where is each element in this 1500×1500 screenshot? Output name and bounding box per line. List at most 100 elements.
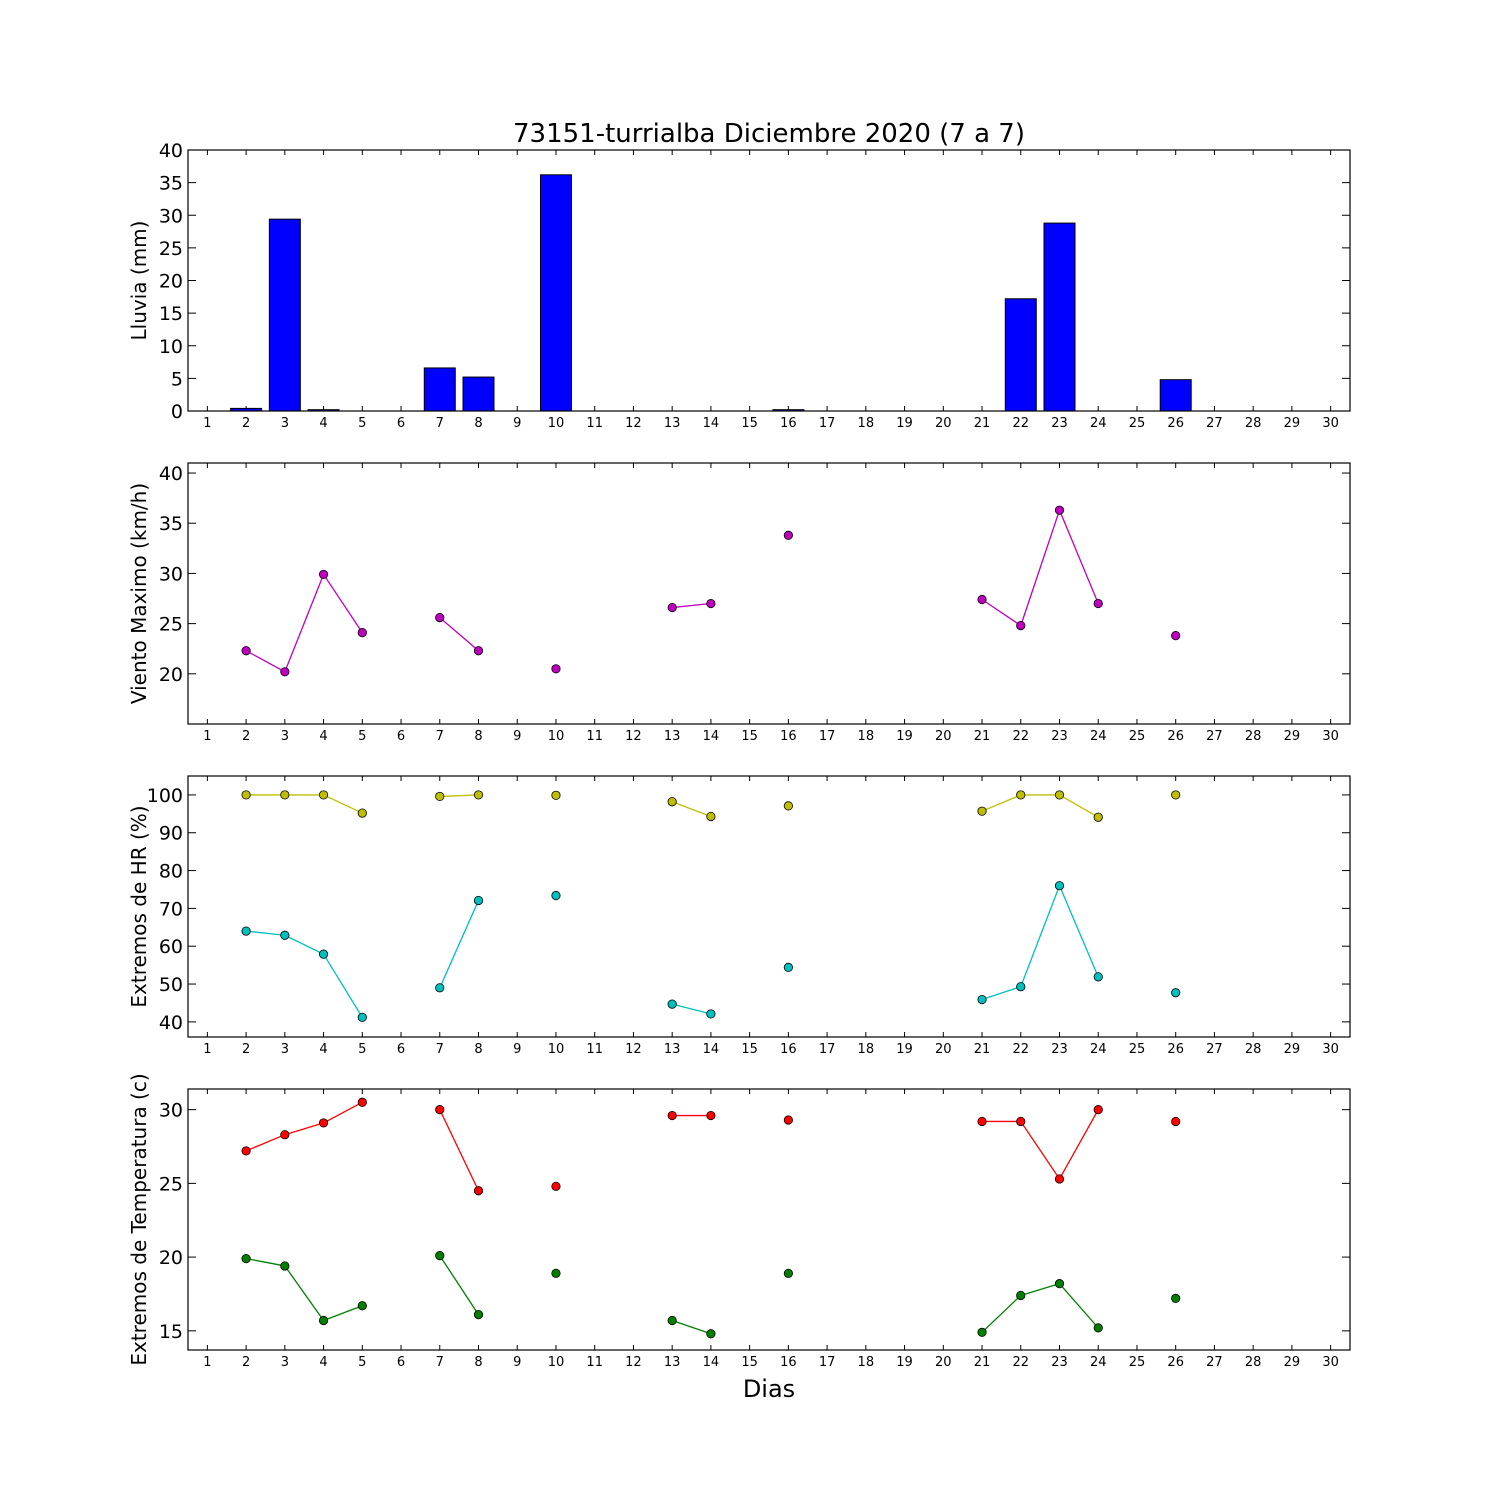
y-tick-label: 50 [159, 974, 183, 996]
temperature-series-1-point [318, 1315, 329, 1326]
x-tick-label: 12 [625, 1355, 642, 1370]
x-tick-label: 9 [513, 1355, 521, 1370]
wind-y-axis-label: Viento Maximo (km/h) [127, 483, 151, 704]
temperature-series-1-segment [671, 1319, 712, 1335]
x-tick-label: 1 [203, 729, 211, 744]
x-tick-label: 2 [242, 416, 250, 431]
humidity-series-1-segment [981, 986, 1021, 1001]
temperature-series-0-segment [284, 1122, 324, 1136]
humidity-series-0-point [1054, 790, 1065, 800]
x-tick-label: 27 [1206, 1355, 1223, 1370]
temperature-series-0-segment [1058, 1109, 1099, 1180]
wind-series-0-segment [1020, 509, 1061, 626]
temperature-series-0-point [1016, 1116, 1026, 1127]
x-tick-label: 24 [1090, 729, 1107, 744]
wind-series-0-point [977, 594, 987, 605]
x-tick-label: 3 [281, 1355, 289, 1370]
x-tick-label: 6 [397, 729, 405, 744]
humidity-series-1-segment [246, 930, 285, 936]
y-tick-label: 40 [159, 463, 183, 485]
rain-bar [268, 218, 301, 412]
temperature-series-0-segment [1020, 1121, 1061, 1180]
x-tick-label: 14 [703, 729, 720, 744]
x-tick-label: 12 [625, 1042, 642, 1057]
wind-series-0-point [435, 612, 445, 623]
x-tick-label: 30 [1322, 729, 1339, 744]
temperature-series-1-point [435, 1251, 445, 1261]
y-tick-label: 15 [159, 303, 183, 325]
x-tick-label: 16 [780, 416, 797, 431]
wind-series-0-point [783, 530, 793, 540]
temperature-series-1-point [551, 1268, 561, 1278]
humidity-series-1-point [551, 890, 561, 901]
humidity-series-0-point [241, 790, 251, 800]
x-tick-label: 22 [1012, 416, 1029, 431]
y-tick-label: 30 [159, 1100, 183, 1122]
x-tick-label: 20 [935, 1042, 952, 1057]
x-tick-label: 19 [896, 1355, 913, 1370]
y-tick-label: 10 [159, 336, 183, 358]
temperature-series-0-point [318, 1118, 329, 1128]
x-tick-label: 6 [397, 1042, 405, 1057]
temperature-series-0-point [1054, 1174, 1065, 1184]
humidity-series-1-point [1171, 988, 1181, 998]
x-tick-label: 13 [664, 1042, 681, 1057]
x-tick-label: 29 [1284, 1355, 1301, 1370]
temperature-series-0-point [667, 1110, 677, 1121]
x-tick-label: 3 [281, 416, 289, 431]
y-tick-label: 25 [159, 238, 183, 260]
humidity-series-0-point [977, 806, 987, 816]
y-tick-label: 5 [171, 368, 183, 390]
temperature-panel: 1 2 3 4 5 6 7 8 9 10 11 12 13 14 15 16 17 18 19 20 21 22 23 24 2… [127, 1073, 1351, 1370]
x-tick-label: 8 [474, 1355, 482, 1370]
humidity-series-0-point [1171, 790, 1181, 800]
x-tick-label: 24 [1090, 1355, 1107, 1370]
x-tick-label: 23 [1051, 1042, 1068, 1057]
humidity-series-0-point [473, 790, 484, 800]
humidity-series-1-point [357, 1012, 367, 1022]
x-tick-label: 25 [1129, 416, 1146, 431]
temperature-series-1-point [357, 1301, 367, 1311]
x-tick-label: 13 [664, 1355, 681, 1370]
x-tick-label: 2 [242, 1042, 250, 1057]
wind-series-0-segment [439, 617, 479, 652]
x-tick-label: 17 [819, 1042, 836, 1057]
humidity-series-1-segment [672, 1003, 712, 1015]
x-tick-label: 2 [242, 1355, 250, 1370]
temperature-series-1-segment [439, 1255, 480, 1315]
temperature-series-0-segment [439, 1109, 480, 1192]
x-tick-label: 11 [586, 416, 603, 431]
x-tick-label: 1 [203, 416, 211, 431]
wind-series-0-point [706, 598, 716, 609]
temperature-series-0-point [551, 1181, 561, 1191]
x-tick-label: 25 [1129, 1355, 1146, 1370]
wind-series-0-point [1171, 631, 1181, 641]
x-tick-label: 17 [819, 416, 836, 431]
x-tick-label: 28 [1245, 1355, 1262, 1370]
humidity-series-1-segment [1020, 885, 1061, 987]
x-tick-label: 3 [281, 729, 289, 744]
y-tick-label: 40 [159, 140, 183, 162]
x-axis-label: Dias [743, 1375, 795, 1403]
temperature-series-1-point [706, 1329, 716, 1339]
wind-series-0-segment [284, 574, 325, 673]
x-tick-label: 21 [974, 729, 991, 744]
rain-axes-frame [187, 149, 1351, 412]
figure-title: 73151-turrialba Diciembre 2020 (7 a 7) [513, 119, 1025, 149]
temperature-series-1-point [783, 1268, 793, 1278]
temperature-series-1-point [1054, 1279, 1065, 1289]
wind-series-0-point [473, 646, 484, 656]
wind-series-0-point [551, 664, 561, 674]
wind-series-0-point [1054, 505, 1065, 515]
temperature-series-1-segment [1059, 1283, 1099, 1329]
y-tick-label: 25 [159, 1173, 183, 1195]
wind-series-0-point [241, 646, 251, 656]
temperature-series-0-point [280, 1130, 290, 1140]
humidity-series-1-point [241, 926, 251, 936]
x-tick-label: 6 [397, 416, 405, 431]
x-tick-label: 4 [319, 1355, 327, 1370]
x-tick-label: 1 [203, 1042, 211, 1057]
x-tick-label: 27 [1206, 729, 1223, 744]
x-tick-label: 19 [896, 729, 913, 744]
temperature-series-0-point [1093, 1105, 1103, 1115]
